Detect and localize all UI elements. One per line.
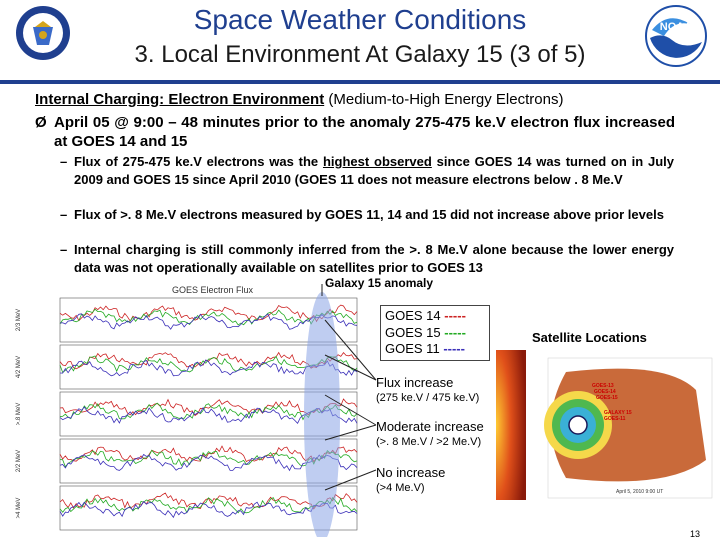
dash-marker: – <box>60 154 68 169</box>
heading-underlined: Internal Charging: Electron Environment <box>35 91 325 108</box>
flux-trace <box>59 313 358 330</box>
svg-text:GOES-15: GOES-15 <box>596 395 618 401</box>
main-bullet: Ø April 05 @ 9:00 – 48 minutes prior to … <box>35 113 675 151</box>
satellite-date: April 5, 2010 9:00 UT <box>616 489 663 495</box>
dash-marker: – <box>60 242 68 257</box>
panel-ylabel: 2/2 MeV <box>16 450 22 472</box>
sub-bullet-1: – Flux of 275-475 ke.V electrons was the… <box>60 153 674 188</box>
svg-text:GOES-13: GOES-13 <box>592 383 614 389</box>
flux-trace <box>59 496 358 514</box>
section-heading: Internal Charging: Electron Environment … <box>35 91 563 108</box>
svg-text:GALAXY 15: GALAXY 15 <box>604 410 632 416</box>
satellite-locations-title: Satellite Locations <box>532 330 647 345</box>
svg-text:NOAA: NOAA <box>660 21 692 33</box>
panel-ylabel: >.8 MeV <box>16 403 22 426</box>
earth-icon <box>568 415 588 435</box>
heading-rest: (Medium-to-High Energy Electrons) <box>324 91 564 108</box>
chart-legend: GOES 14 ----- GOES 15 ----- GOES 11 ----… <box>380 305 490 361</box>
flux-trace <box>59 500 358 519</box>
flux-trace <box>59 304 358 323</box>
chart-panel <box>59 297 358 343</box>
sub3-text: Internal charging is still commonly infe… <box>74 242 674 275</box>
noaa-logo-icon: NOAA <box>645 5 707 67</box>
panel-ylabel: >4 MeV <box>16 498 22 519</box>
chart-title: GOES Electron Flux <box>172 285 254 295</box>
legend-item-goes11: GOES 11 ----- <box>385 341 465 356</box>
flux-trace <box>59 308 358 326</box>
sun-image <box>496 350 526 500</box>
sub2-text: Flux of >. 8 Me.V electrons measured by … <box>74 207 664 222</box>
bullet-marker: Ø <box>35 114 47 131</box>
sub-bullet-3: – Internal charging is still commonly in… <box>60 241 674 276</box>
page-subtitle: 3. Local Environment At Galaxy 15 (3 of … <box>134 41 586 68</box>
annotation-flux-increase: Flux increase (275 ke.V / 475 ke.V) <box>376 375 480 404</box>
page-title: Space Weather Conditions <box>193 4 527 35</box>
department-of-commerce-seal-icon <box>16 6 70 60</box>
page-number: 13 <box>690 529 701 539</box>
goes-electron-flux-chart: GOES Electron Flux 2/3 MeV 4/2 MeV >.8 MeV… <box>16 284 358 537</box>
svg-text:GOES-14: GOES-14 <box>594 389 616 395</box>
dash-marker: – <box>60 207 68 222</box>
anomaly-label: Galaxy 15 anomaly <box>325 276 434 290</box>
anomaly-highlight <box>304 292 340 537</box>
legend-item-goes14: GOES 14 ----- <box>385 308 466 323</box>
panel-ylabel: 2/3 MeV <box>16 309 22 331</box>
sub1-text-a: Flux of 275-475 ke.V electrons was the <box>74 154 323 169</box>
bullet-text: April 05 @ 9:00 – 48 minutes prior to th… <box>54 114 675 150</box>
annotation-no-increase: No increase (>4 Me.V) <box>376 465 446 494</box>
sub1-underlined: highest observed <box>322 154 432 169</box>
header-divider <box>0 80 720 84</box>
svg-text:GOES-11: GOES-11 <box>604 416 626 422</box>
sub1-text-b: since GOES 14 was turned on in July 2009… <box>74 154 674 187</box>
satellite-locations-map: GOES-13 GOES-14 GOES-15 GALAXY 15 GOES-1… <box>496 350 713 500</box>
legend-item-goes15: GOES 15 ----- <box>385 324 466 340</box>
panel-ylabel: 4/2 MeV <box>16 356 22 378</box>
sub-bullet-2: – Flux of >. 8 Me.V electrons measured b… <box>60 206 674 224</box>
annotation-moderate-increase: Moderate increase (>. 8 Me.V / >2 Me.V) <box>376 419 484 448</box>
